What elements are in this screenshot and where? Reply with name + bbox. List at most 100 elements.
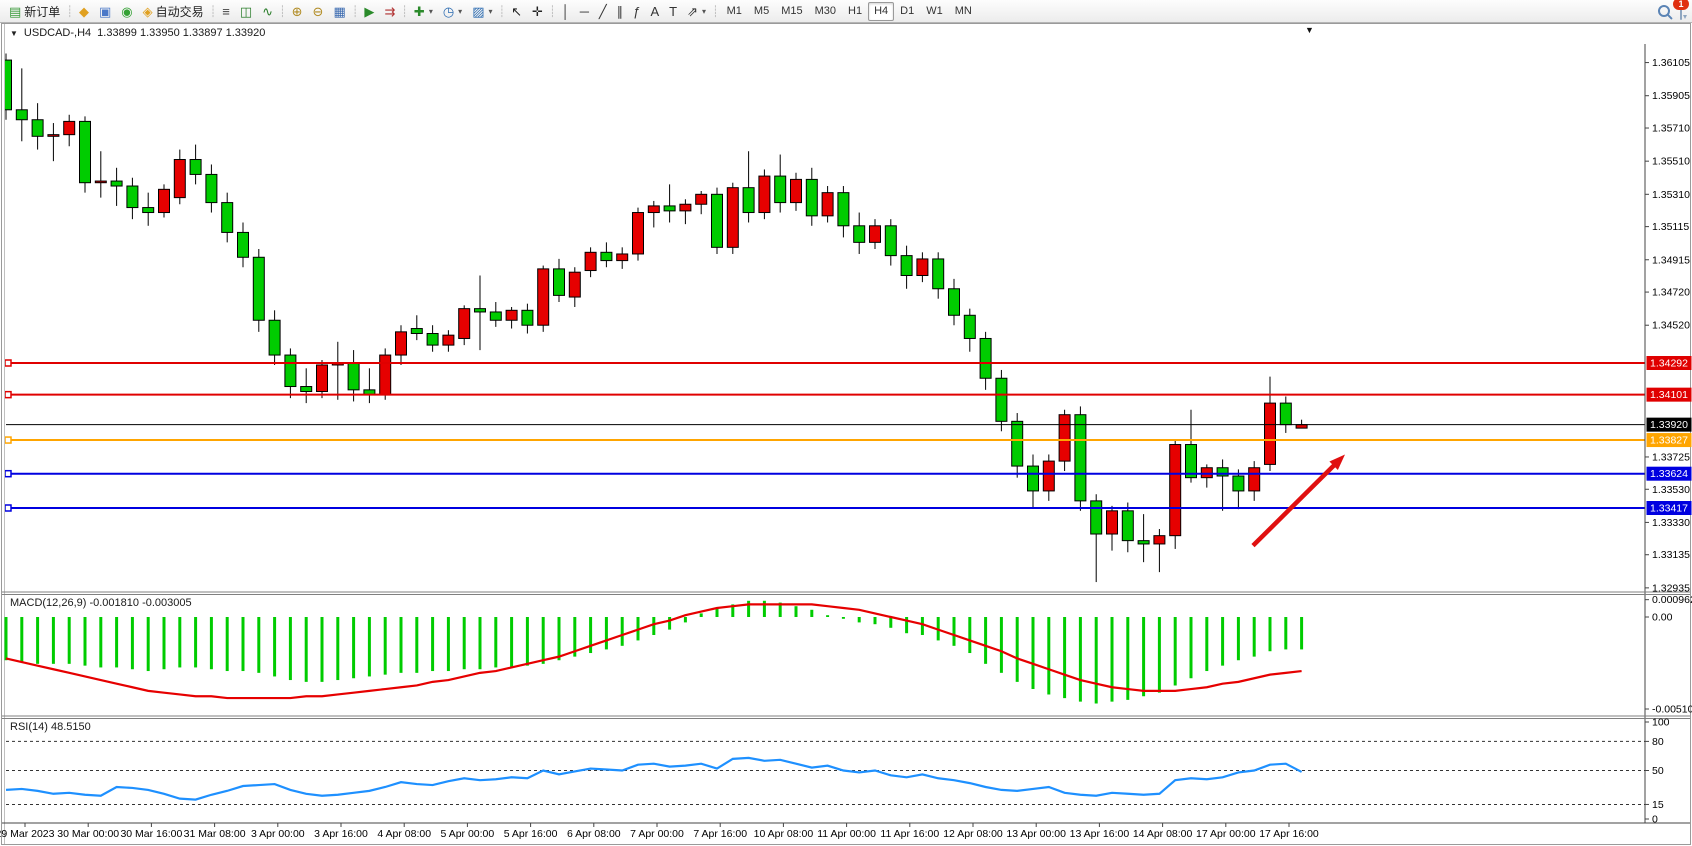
candle-body [1074, 414, 1087, 502]
timeframe-mn-button[interactable]: MN [954, 5, 972, 17]
trendline-button[interactable]: ╱ [594, 1, 612, 22]
candle-body [221, 202, 234, 233]
vertical-line-button[interactable]: │ [557, 1, 575, 22]
collapse-panel-icon[interactable]: ▼ [1305, 25, 1314, 35]
chart-title: ▼ USDCAD-,H4 1.33899 1.33950 1.33897 1.3… [10, 27, 265, 39]
templates-button[interactable]: ▨ ▾ [467, 1, 497, 22]
time-axis-label: 14 Apr 08:00 [1133, 828, 1193, 840]
candle-body [837, 192, 850, 227]
candle-body [1248, 467, 1261, 492]
rsi-axis-label: 50 [1652, 765, 1664, 777]
price-axis-label: 1.36105 [1652, 57, 1690, 69]
price-axis-label: 1.33725 [1652, 451, 1690, 463]
time-axis-label: 17 Apr 00:00 [1196, 828, 1256, 840]
chart-shift-button[interactable]: ⇉ [379, 1, 400, 22]
price-axis-label: 1.35510 [1652, 156, 1690, 168]
indicators-button[interactable]: ✚ ▾ [409, 1, 438, 22]
time-axis-label: 13 Apr 00:00 [1006, 828, 1066, 840]
channel-button[interactable]: ∥ [612, 1, 629, 22]
signals-button[interactable]: ◉ [116, 1, 137, 22]
community-button[interactable]: 1 [1673, 0, 1689, 20]
periods-button[interactable]: ◷ ▾ [438, 1, 467, 22]
signals-icon: ◉ [121, 3, 133, 19]
trend-arrow[interactable] [1251, 459, 1340, 548]
zoom-out-button[interactable]: ⊖ [308, 1, 329, 22]
price-axis-label: 1.33330 [1652, 517, 1690, 529]
candle-body [774, 175, 787, 204]
price-badge[interactable] [1646, 417, 1692, 432]
crosshair-button[interactable]: ✛ [527, 1, 548, 22]
time-axis-label: 11 Apr 00:00 [817, 828, 876, 840]
new-order-button-label: 新订单 [24, 4, 61, 19]
timeframe-m5-button[interactable]: M5 [753, 5, 770, 17]
time-axis-label: 12 Apr 08:00 [943, 828, 1003, 840]
timeframe-m15-button[interactable]: M15 [781, 5, 803, 17]
metaeditor-button[interactable]: ◆ [74, 1, 94, 22]
rsi-line [5, 756, 1303, 801]
arrows-button[interactable]: ⇗ ▾ [682, 1, 711, 22]
line-handle[interactable] [5, 504, 12, 512]
chart-menu-icon[interactable]: ▼ [10, 28, 18, 38]
new-order-button[interactable]: ▤ 新订单 [4, 1, 65, 22]
time-axis-label: 4 Apr 08:00 [377, 828, 431, 840]
trend-arrow-head[interactable] [1329, 454, 1345, 470]
time-axis-label: 29 Mar 2023 [0, 828, 55, 840]
macd-axis-label: 0.00 [1652, 612, 1673, 624]
line-handle[interactable] [5, 469, 12, 478]
horizontal-line-button[interactable]: ─ [575, 1, 594, 22]
rsi-axis-label: 100 [1652, 717, 1670, 729]
time-axis-label: 5 Apr 00:00 [441, 828, 495, 840]
candlestick-chart-button[interactable]: ◫ [235, 1, 257, 22]
auto-scroll-button[interactable]: ▶ [359, 1, 379, 22]
candle-body [616, 253, 629, 262]
line-handle[interactable] [5, 390, 12, 399]
line-chart-button[interactable]: ∿ [257, 1, 278, 22]
macd-signal-line [5, 603, 1302, 700]
autotrading-button[interactable]: ◈ 自动交易 [138, 1, 209, 22]
chat-bubble-icon [1680, 1, 1682, 20]
chevron-down-icon: ▾ [428, 6, 433, 16]
candle-body [695, 193, 708, 205]
timeframe-d1-button[interactable]: D1 [900, 5, 915, 17]
chevron-down-icon: ▾ [488, 6, 493, 16]
line-handle[interactable] [5, 359, 12, 367]
label-button[interactable]: T [664, 1, 682, 22]
cursor-button[interactable]: ↖ [506, 1, 527, 22]
line-handle[interactable] [5, 436, 12, 444]
timeframe-m1-button[interactable]: M1 [726, 5, 742, 17]
fibonacci-button[interactable]: ƒ [628, 1, 645, 22]
timeframe-w1-button[interactable]: W1 [926, 5, 943, 17]
price-badge[interactable] [1646, 387, 1692, 402]
timeframe-m30-button[interactable]: M30 [814, 5, 837, 17]
price-axis-label: 1.34520 [1652, 320, 1690, 332]
price-badge[interactable] [1646, 356, 1692, 370]
zoom-out-icon: ⊖ [312, 3, 324, 19]
auto-scroll-icon: ▶ [364, 3, 375, 19]
price-badge[interactable] [1646, 500, 1692, 515]
candle-body [647, 205, 660, 214]
candle-body [1090, 500, 1103, 535]
zoom-in-button[interactable]: ⊕ [287, 1, 308, 22]
price-axis-label: 1.35310 [1652, 189, 1690, 201]
candle-body [63, 120, 76, 136]
price-badge[interactable] [1646, 433, 1692, 448]
templates-icon: ▨ [472, 3, 485, 19]
candle-body [821, 192, 834, 217]
bar-chart-button[interactable]: ≡ [217, 1, 235, 22]
chart-ohlc-values: 1.33899 1.33950 1.33897 1.33920 [97, 27, 266, 39]
candle-body [1121, 510, 1134, 542]
timeframe-h1-button[interactable]: H1 [848, 5, 863, 17]
price-badge[interactable] [1646, 466, 1692, 481]
candle-body [1295, 424, 1308, 429]
search-icon[interactable] [1658, 5, 1670, 17]
tile-windows-button[interactable]: ▦ [328, 1, 350, 22]
candle-body [758, 175, 771, 214]
price-badge-value: 1.33827 [1650, 435, 1688, 447]
candle-body [474, 308, 486, 313]
time-axis-label: 30 Mar 16:00 [120, 828, 182, 840]
text-button[interactable]: A [645, 1, 664, 22]
timeframe-h4-button[interactable]: H4 [868, 1, 895, 21]
channel-icon: ∥ [616, 3, 624, 19]
profile-button[interactable]: ▣ [94, 1, 116, 22]
